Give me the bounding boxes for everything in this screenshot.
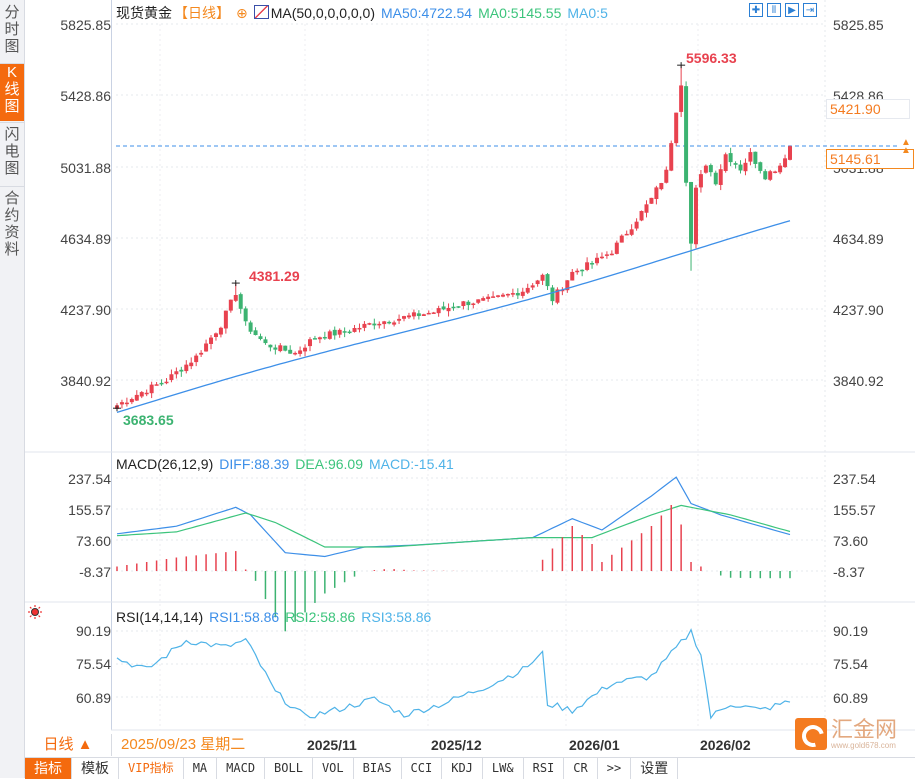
y-label-left: 4237.90 — [60, 302, 111, 318]
indicator-ma[interactable]: MA — [184, 758, 218, 779]
rsi-header: RSI(14,14,14) RSI1:58.86 RSI2:58.86 RSI3:58… — [116, 609, 437, 625]
crosshair-icon[interactable]: ✚ — [749, 3, 763, 17]
ma-indicator-label[interactable]: MA(50,0,0,0,0,0) — [270, 5, 376, 21]
macd-value: MACD:-15.41 — [369, 456, 454, 472]
rsi1-value: RSI1:58.86 — [209, 609, 280, 625]
macd-y-label: 155.57 — [68, 502, 111, 518]
sun-settings-icon[interactable] — [28, 605, 42, 619]
zoom-in-icon[interactable]: ⫴ — [767, 3, 781, 17]
tab-templates[interactable]: 模板 — [72, 758, 119, 779]
price-header: 现货黄金 【日线】 ⊕ MA(50,0,0,0,0,0) MA50:4722.54 MA0… — [116, 3, 614, 23]
chart-tools: ✚ ⫴ ▶ ⇥ — [749, 3, 817, 17]
indicator-vol[interactable]: VOL — [313, 758, 354, 779]
macd-y-label: -8.37 — [79, 564, 111, 580]
indicator-toolbar: 指标 模板 VIP指标 MA MACD BOLL VOL BIAS CCI KD… — [25, 757, 915, 779]
month-label: 2025/12 — [431, 737, 482, 753]
indicator-bias[interactable]: BIAS — [354, 758, 402, 779]
current-price-box: 5145.61 — [826, 149, 914, 169]
tab-vip-indicators[interactable]: VIP指标 — [119, 758, 184, 779]
expand-up-icon[interactable]: ▲ ▲ — [901, 137, 911, 156]
y-label-left: 3840.92 — [60, 373, 111, 389]
rsi-y-label: 75.54 — [833, 656, 869, 672]
gold678-logo: 汇金网 www.gold678.com — [795, 718, 897, 750]
indicator-lw[interactable]: LW& — [483, 758, 524, 779]
rsi-title[interactable]: RSI(14,14,14) — [116, 609, 204, 625]
period-label[interactable]: 【日线】 — [174, 5, 230, 21]
tab-flash[interactable]: 闪电图 — [4, 126, 20, 177]
indicator-boll[interactable]: BOLL — [265, 758, 313, 779]
more-button[interactable]: >> — [598, 758, 632, 779]
play-forward-icon[interactable]: ▶ — [785, 3, 799, 17]
macd-y-label: 73.60 — [833, 533, 869, 549]
rsi-y-label: 90.19 — [833, 623, 869, 639]
rsi-y-label: 60.89 — [75, 690, 111, 706]
tab-contract-info[interactable]: 合约资料 — [4, 190, 20, 258]
month-label: 2026/02 — [700, 737, 751, 753]
instrument-title: 现货黄金 — [116, 5, 172, 21]
y-label-right: 5825.85 — [833, 17, 884, 33]
y-label-left: 5825.85 — [60, 17, 111, 33]
macd-y-label: 155.57 — [833, 502, 876, 518]
tab-indicators[interactable]: 指标 — [25, 758, 72, 779]
indicator-cr[interactable]: CR — [564, 758, 598, 779]
ma0-value-2: MA0:5 — [567, 5, 608, 21]
left-axis — [25, 0, 112, 730]
period-select[interactable]: 日线 ▲ — [25, 734, 112, 756]
rsi2-value: RSI2:58.86 — [285, 609, 356, 625]
dea-value: DEA:96.09 — [295, 456, 364, 472]
macd-y-label: 73.60 — [75, 533, 111, 549]
local-high-annotation: 4381.29 — [249, 268, 300, 284]
y-label-left: 4634.89 — [60, 231, 111, 247]
y-label-left: 5428.86 — [60, 88, 111, 104]
upper-price-box: 5421.90 — [826, 99, 910, 119]
indicator-cci[interactable]: CCI — [402, 758, 443, 779]
diff-value: DIFF:88.39 — [219, 456, 290, 472]
settings-button[interactable]: 设置 — [631, 758, 679, 779]
jump-end-icon[interactable]: ⇥ — [803, 3, 817, 17]
rsi-y-label: 90.19 — [75, 623, 111, 639]
low-annotation: 3683.65 — [123, 412, 174, 428]
macd-title[interactable]: MACD(26,12,9) — [116, 456, 214, 472]
rsi-y-label: 75.54 — [75, 656, 111, 672]
month-label: 2025/11 — [307, 737, 357, 753]
add-indicator-icon[interactable]: ⊕ — [236, 5, 248, 21]
ma50-value: MA50:4722.54 — [381, 5, 473, 21]
macd-y-label: -8.37 — [833, 564, 865, 580]
month-label: 2026/01 — [569, 737, 620, 753]
logo-icon — [795, 718, 827, 750]
rsi-y-label: 60.89 — [833, 690, 869, 706]
date-bar: 日线 ▲ 2025/09/23 星期二 2025/11 2025/12 2026… — [25, 734, 915, 756]
macd-y-label: 237.54 — [833, 471, 876, 487]
ma-chart-icon[interactable] — [253, 5, 269, 19]
macd-header: MACD(26,12,9) DIFF:88.39 DEA:96.09 MACD:-15… — [116, 456, 460, 472]
indicator-kdj[interactable]: KDJ — [442, 758, 483, 779]
y-label-right: 4634.89 — [833, 231, 884, 247]
y-label-right: 4237.90 — [833, 302, 884, 318]
macd-y-label: 237.54 — [68, 471, 111, 487]
high-annotation: 5596.33 — [686, 50, 737, 66]
y-label-right: 3840.92 — [833, 373, 884, 389]
tab-timeshare[interactable]: 分时图 — [4, 4, 20, 55]
indicator-macd[interactable]: MACD — [217, 758, 266, 779]
cursor-date: 2025/09/23 星期二 — [121, 736, 246, 753]
rsi3-value: RSI3:58.86 — [361, 609, 432, 625]
indicator-rsi[interactable]: RSI — [524, 758, 565, 779]
y-label-left: 5031.88 — [60, 160, 111, 176]
ma0-value: MA0:5145.55 — [478, 5, 562, 21]
